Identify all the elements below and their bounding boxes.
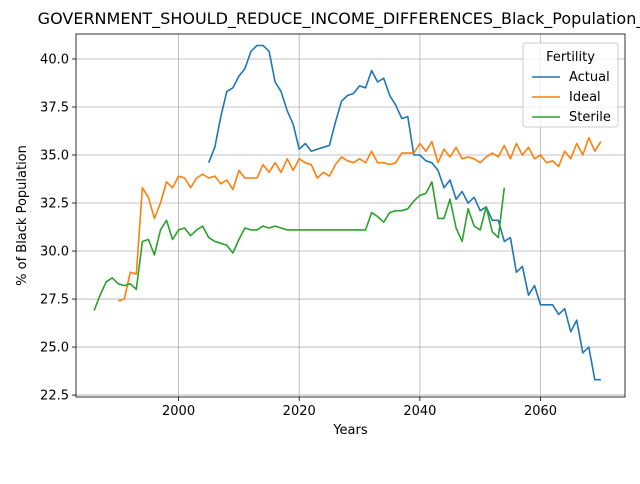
y-tick-label: 32.5 bbox=[40, 197, 69, 212]
x-tick-label: 2060 bbox=[524, 404, 557, 419]
y-tick-label: 27.5 bbox=[40, 293, 69, 308]
y-tick-label: 37.5 bbox=[40, 100, 69, 115]
legend: Fertility Actual Ideal Sterile bbox=[523, 43, 618, 127]
x-tick-label: 2000 bbox=[162, 404, 195, 419]
y-tick-label: 25.0 bbox=[40, 341, 69, 356]
x-axis-label: Years bbox=[332, 423, 368, 438]
x-tick-label: 2020 bbox=[283, 404, 316, 419]
y-tick-label: 35.0 bbox=[40, 149, 69, 164]
y-tick-label: 22.5 bbox=[40, 389, 69, 404]
x-tick-label: 2040 bbox=[403, 404, 436, 419]
legend-label-ideal: Ideal bbox=[569, 90, 601, 105]
y-tick-label: 40.0 bbox=[40, 52, 69, 67]
legend-label-actual: Actual bbox=[569, 70, 610, 85]
legend-title: Fertility bbox=[546, 50, 595, 65]
chart-title: GOVERNMENT_SHOULD_REDUCE_INCOME_DIFFEREN… bbox=[38, 9, 640, 29]
y-tick-label: 30.0 bbox=[40, 245, 69, 260]
y-axis-label: % of Black Population bbox=[15, 145, 30, 286]
legend-label-sterile: Sterile bbox=[569, 110, 611, 125]
